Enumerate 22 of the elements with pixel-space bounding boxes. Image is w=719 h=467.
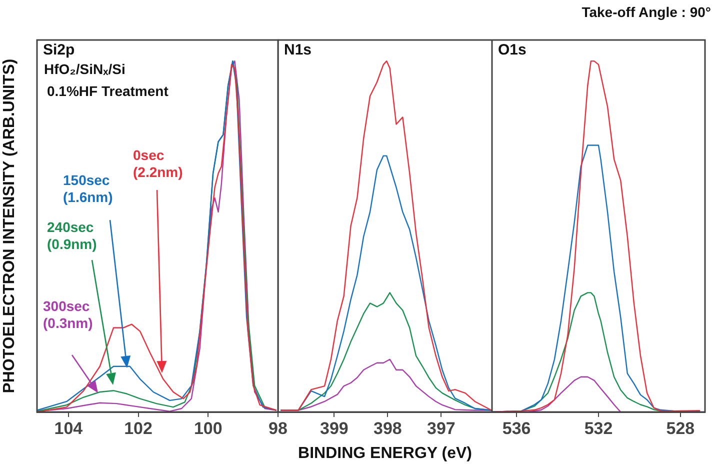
y-axis-title: PHOTOELECTRON INTENSITY (ARB.UNITS)	[1, 58, 18, 394]
x-tick-label: 104	[54, 418, 84, 438]
annotation: HfO₂/SiNₓ/Si	[44, 61, 126, 77]
x-tick-label: 397	[426, 418, 456, 438]
chart-title: Si2p	[43, 42, 75, 59]
x-tick-label: 536	[502, 418, 531, 438]
chart-title: O1s	[498, 42, 526, 59]
text: 0sec (2.2nm)	[133, 147, 183, 181]
text: 300sec (0.3nm)	[43, 298, 93, 332]
x-tick-label: 102	[124, 418, 152, 438]
annotation: 0.1%HF Treatment	[47, 83, 168, 99]
x-tick-label: 532	[584, 418, 613, 438]
text: 240sec (0.9nm)	[47, 219, 97, 253]
chart-title: N1s	[284, 42, 312, 59]
text: 150sec (1.6nm)	[63, 172, 113, 206]
x-axis-title: BINDING ENERGY (eV)	[298, 444, 472, 462]
x-tick-label: 398	[373, 418, 402, 438]
x-tick-label: 399	[320, 418, 348, 438]
x-tick-label: 98	[268, 418, 288, 438]
x-tick-label: 528	[666, 418, 695, 438]
x-tick-label: 100	[194, 418, 222, 438]
text: Take-off Angle : 90°	[582, 4, 711, 20]
